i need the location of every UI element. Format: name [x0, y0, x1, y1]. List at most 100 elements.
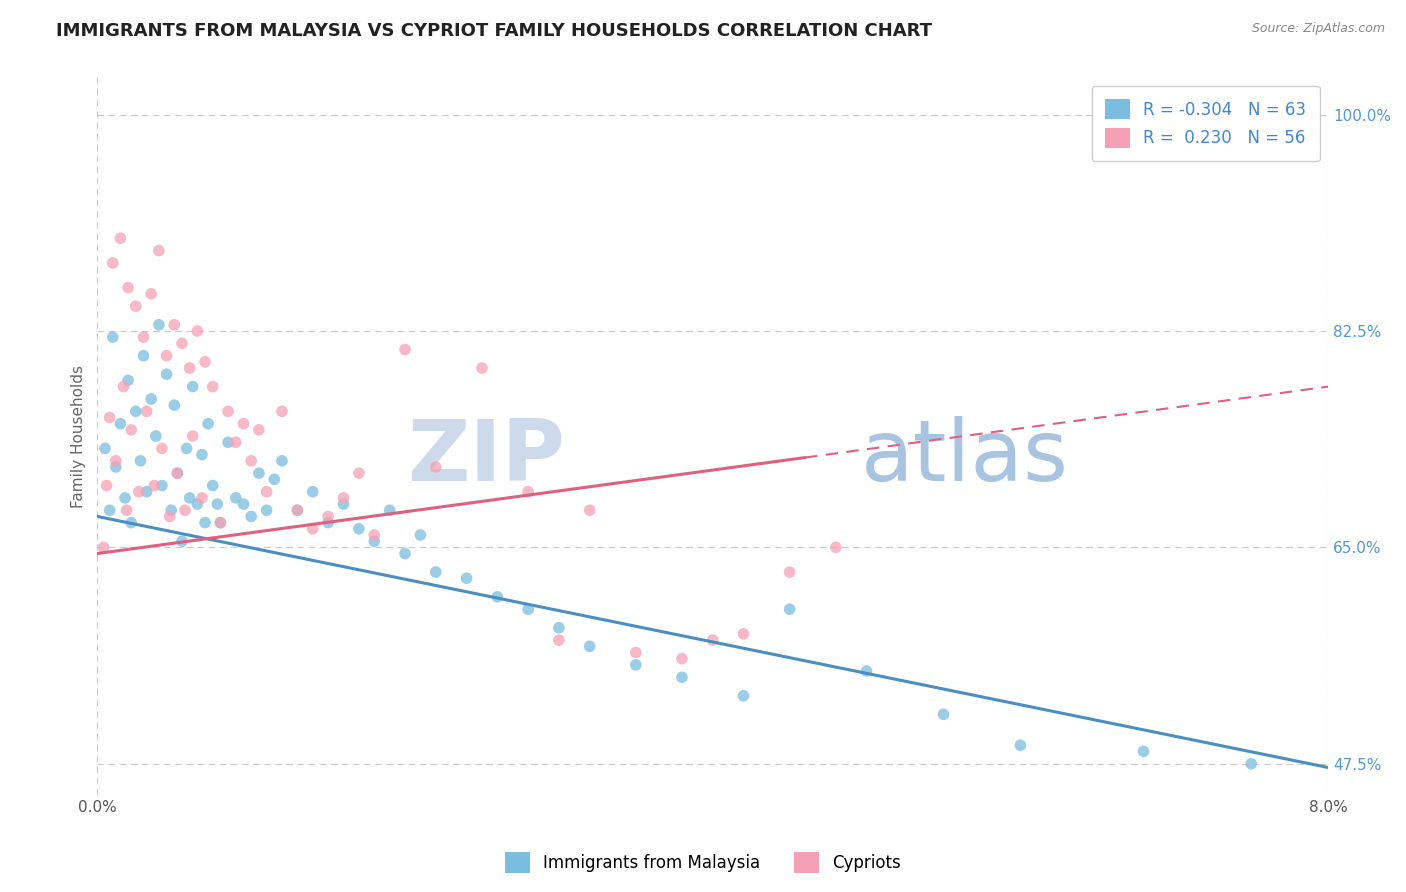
Point	[347, 466, 370, 480]
Point	[155, 368, 177, 382]
Point	[285, 503, 308, 517]
Point	[363, 528, 385, 542]
Point	[141, 286, 163, 301]
Point	[163, 398, 186, 412]
Point	[225, 435, 247, 450]
Point	[347, 522, 370, 536]
Point	[179, 491, 201, 505]
Point	[578, 503, 600, 517]
Point	[120, 516, 142, 530]
Point	[98, 503, 121, 517]
Point	[160, 503, 183, 517]
Point	[170, 534, 193, 549]
Point	[98, 410, 121, 425]
Point	[425, 565, 447, 579]
Point	[225, 491, 247, 505]
Point	[232, 417, 254, 431]
Point	[132, 330, 155, 344]
Point	[378, 503, 401, 517]
Point	[135, 404, 157, 418]
Point	[163, 318, 186, 332]
Point	[779, 565, 801, 579]
Point	[93, 541, 115, 555]
Point	[194, 355, 217, 369]
Point	[247, 466, 270, 480]
Point	[486, 590, 509, 604]
Point	[115, 503, 138, 517]
Point	[263, 472, 285, 486]
Point	[394, 547, 416, 561]
Point	[176, 442, 198, 456]
Point	[104, 454, 127, 468]
Point	[578, 640, 600, 654]
Point	[409, 528, 432, 542]
Point	[170, 336, 193, 351]
Text: ZIP: ZIP	[408, 416, 565, 500]
Point	[624, 645, 647, 659]
Legend: Immigrants from Malaysia, Cypriots: Immigrants from Malaysia, Cypriots	[498, 846, 908, 880]
Point	[217, 404, 239, 418]
Point	[186, 324, 208, 338]
Point	[166, 466, 188, 480]
Point	[129, 454, 152, 468]
Point	[117, 373, 139, 387]
Point	[125, 404, 148, 418]
Point	[217, 435, 239, 450]
Point	[125, 299, 148, 313]
Point	[271, 454, 294, 468]
Point	[548, 621, 571, 635]
Point	[155, 349, 177, 363]
Point	[110, 417, 132, 431]
Point	[301, 484, 323, 499]
Point	[186, 497, 208, 511]
Point	[179, 361, 201, 376]
Point	[94, 442, 117, 456]
Point	[471, 361, 494, 376]
Point	[425, 460, 447, 475]
Point	[301, 522, 323, 536]
Point	[247, 423, 270, 437]
Point	[285, 503, 308, 517]
Point	[1132, 744, 1154, 758]
Point	[166, 466, 188, 480]
Point	[209, 516, 232, 530]
Point	[141, 392, 163, 406]
Point	[855, 664, 877, 678]
Point	[824, 541, 846, 555]
Point	[191, 448, 214, 462]
Point	[174, 503, 197, 517]
Point	[135, 484, 157, 499]
Point	[132, 349, 155, 363]
Point	[671, 670, 693, 684]
Point	[181, 429, 204, 443]
Point	[128, 484, 150, 499]
Point	[181, 379, 204, 393]
Point	[456, 571, 478, 585]
Point	[159, 509, 181, 524]
Point	[394, 343, 416, 357]
Point	[143, 478, 166, 492]
Point	[316, 509, 339, 524]
Point	[201, 478, 224, 492]
Point	[1010, 738, 1032, 752]
Point	[104, 460, 127, 475]
Text: IMMIGRANTS FROM MALAYSIA VS CYPRIOT FAMILY HOUSEHOLDS CORRELATION CHART: IMMIGRANTS FROM MALAYSIA VS CYPRIOT FAMI…	[56, 22, 932, 40]
Point	[96, 478, 118, 492]
Point	[232, 497, 254, 511]
Point	[101, 330, 124, 344]
Point	[779, 602, 801, 616]
Point	[148, 244, 170, 258]
Point	[114, 491, 136, 505]
Point	[932, 707, 955, 722]
Point	[145, 429, 167, 443]
Point	[194, 516, 217, 530]
Point	[209, 516, 232, 530]
Point	[1240, 756, 1263, 771]
Point	[101, 256, 124, 270]
Point	[256, 503, 278, 517]
Point	[240, 454, 263, 468]
Point	[316, 516, 339, 530]
Point	[517, 602, 540, 616]
Point	[624, 657, 647, 672]
Text: Source: ZipAtlas.com: Source: ZipAtlas.com	[1251, 22, 1385, 36]
